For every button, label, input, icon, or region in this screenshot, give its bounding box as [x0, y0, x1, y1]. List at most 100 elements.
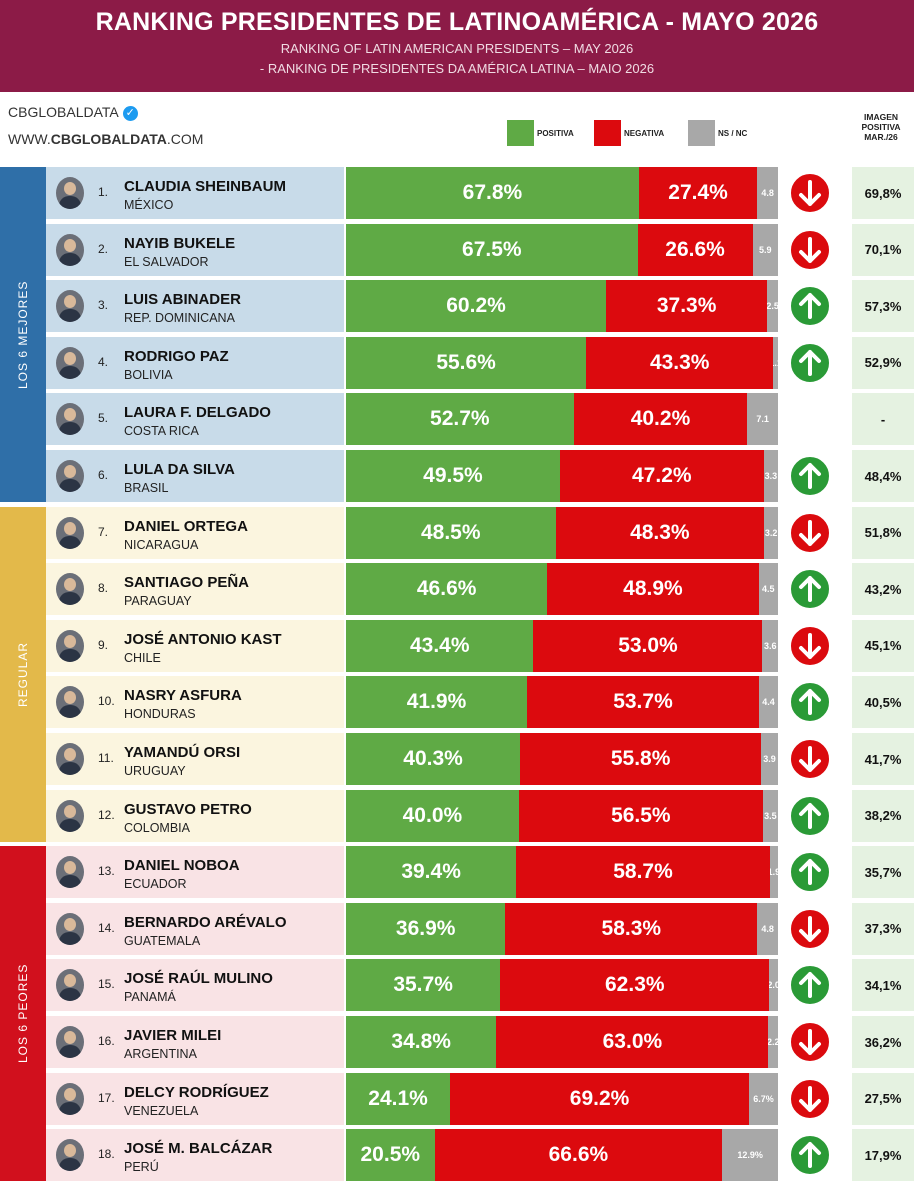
row-name-cell [46, 789, 344, 842]
bar-ns: 4.4 [758, 676, 778, 729]
avatar-body [59, 1158, 81, 1172]
bar-negative: 58.7% [516, 846, 770, 899]
avatar-body [59, 931, 81, 945]
country-name: NICARAGUA [124, 537, 199, 552]
rank-number: 1. [98, 185, 109, 199]
avatar-face [64, 861, 76, 875]
previous-positive-image: 41,7% [852, 733, 914, 785]
president-name: RODRIGO PAZ [124, 347, 229, 365]
avatar-body [59, 422, 81, 436]
bar-positive: 67.5% [346, 223, 638, 276]
bar-positive: 43.4% [346, 619, 534, 672]
rank-number: 6. [98, 468, 109, 482]
rank-number: 15. [98, 977, 115, 992]
country-name: COLOMBIA [124, 820, 190, 835]
table-row: 15. JOSÉ RAÚL MULINO PANAMÁ 35.7% 62.3% 2.0 34… [46, 959, 914, 1012]
previous-positive-image: 38,2% [852, 789, 914, 842]
previous-header-line2: POSITIVA [861, 122, 901, 132]
arrow-up-icon [789, 794, 831, 837]
avatar [56, 573, 84, 606]
verified-check-icon: ✓ [122, 106, 138, 121]
avatar-face [64, 1087, 76, 1101]
group-label-1: REGULAR [0, 506, 46, 842]
president-name: YAMANDÚ ORSI [124, 744, 241, 761]
bar-positive: 35.7% [346, 959, 501, 1012]
avatar-face [64, 578, 76, 592]
arrow-down-icon [789, 624, 831, 667]
row-name-cell [46, 336, 344, 389]
row-name-cell [46, 676, 344, 729]
bar-ns: 1.1 [773, 336, 778, 389]
site-domain: CBGLOBALDATA [50, 131, 167, 147]
table-row: 17. DELCY RODRÍGUEZ VENEZUELA 24.1% 69.2% 6.7… [46, 1072, 914, 1125]
row-name-cell [46, 959, 344, 1012]
previous-image-header: IMAGEN POSITIVA MAR./26 [848, 112, 914, 142]
bar-ns: 4.8 [757, 167, 778, 219]
brand-website: WWW.CBGLOBALDATA.COM [8, 131, 203, 147]
legend-positive: POSITIVA [507, 120, 574, 146]
president-name: CLAUDIA SHEINBAUM [124, 178, 286, 195]
bar-positive: 46.6% [346, 563, 548, 616]
previous-header-line3: MAR./26 [864, 132, 898, 142]
president-name: DELCY RODRÍGUEZ [124, 1083, 269, 1101]
president-name: DANIEL ORTEGA [124, 517, 248, 535]
previous-positive-image: 17,9% [852, 1129, 914, 1182]
avatar-face [64, 691, 76, 705]
avatar-body [59, 818, 81, 832]
country-name: HONDURAS [124, 707, 196, 722]
bar-negative: 62.3% [500, 959, 770, 1012]
arrow-up-icon [789, 964, 831, 1007]
legend-negative: NEGATIVA [594, 120, 664, 146]
president-name: NASRY ASFURA [124, 687, 242, 705]
president-name: JOSÉ RAÚL MULINO [124, 970, 273, 988]
avatar-face [64, 408, 76, 422]
avatar-face [64, 1144, 76, 1158]
avatar [56, 743, 84, 775]
bar-negative: 58.3% [505, 902, 758, 955]
arrow-down-icon [789, 511, 831, 554]
rank-number: 3. [98, 298, 109, 313]
previous-positive-image: 37,3% [852, 902, 914, 955]
subtitle-english: RANKING OF LATIN AMERICAN PRESIDENTS – M… [280, 41, 634, 56]
table-row: 16. JAVIER MILEI ARGENTINA 34.8% 63.0% 2.2 36,… [46, 1016, 914, 1068]
president-name: JOSÉ M. BALCÁZAR [124, 1140, 273, 1158]
arrow-down-icon [789, 1077, 831, 1120]
row-name-cell [46, 846, 344, 899]
avatar-body [59, 875, 81, 889]
row-name-cell [46, 223, 344, 276]
previous-positive-image: 70,1% [852, 223, 914, 276]
row-name-cell [46, 393, 344, 446]
bar-positive: 34.8% [346, 1016, 497, 1068]
rank-number: 2. [98, 241, 109, 256]
rank-number: 11. [98, 751, 114, 765]
legend-negative-label: NEGATIVA [624, 128, 665, 138]
avatar-face [64, 748, 76, 761]
row-name-cell [46, 733, 344, 785]
rank-number: 10. [98, 694, 115, 709]
legend-positive-label: POSITIVA [537, 128, 574, 138]
rank-number: 8. [98, 581, 109, 596]
country-name: CHILE [124, 650, 161, 665]
president-name: GUSTAVO PETRO [124, 800, 252, 818]
arrow-up-icon [789, 681, 831, 724]
arrow-up-icon [789, 1134, 831, 1177]
bar-positive: 20.5% [346, 1129, 435, 1182]
country-name: MÉXICO [124, 198, 174, 212]
previous-positive-image: 36,2% [852, 1016, 914, 1068]
bar-positive: 40.3% [346, 733, 521, 785]
country-name: ARGENTINA [124, 1047, 197, 1061]
avatar [56, 1026, 84, 1058]
bar-positive: 49.5% [346, 450, 560, 502]
previous-positive-image: 45,1% [852, 619, 914, 672]
country-name: BRASIL [124, 481, 169, 495]
previous-positive-image: 52,9% [852, 336, 914, 389]
previous-positive-image: 43,2% [852, 563, 914, 616]
rank-number: 16. [98, 1034, 115, 1048]
bar-positive: 55.6% [346, 336, 587, 389]
country-name: COSTA RICA [124, 424, 199, 439]
bar-ns: 12.9% [722, 1129, 778, 1182]
avatar-body [59, 535, 81, 549]
previous-positive-image: 27,5% [852, 1072, 914, 1125]
president-name: LULA DA SILVA [124, 461, 235, 478]
bar-ns: 2.2 [768, 1016, 778, 1068]
